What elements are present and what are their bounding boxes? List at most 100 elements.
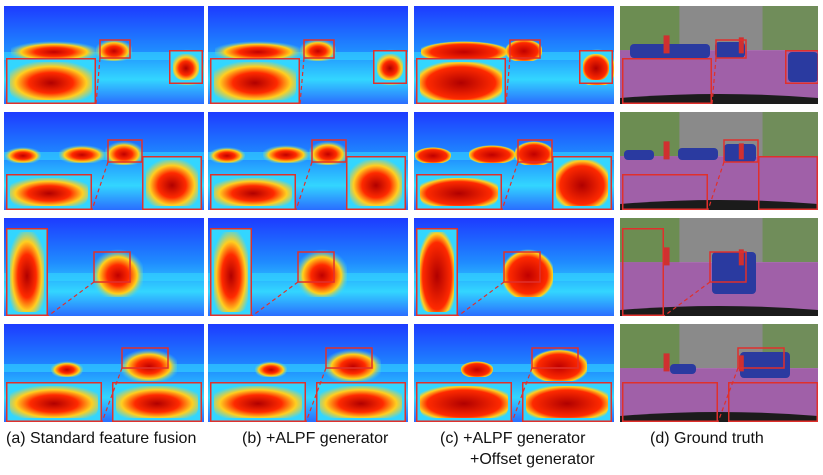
inset-activation [116, 386, 198, 418]
zoom-connector [295, 161, 313, 210]
inset-activation [214, 62, 296, 100]
zoom-connector [707, 161, 725, 210]
inset-activation [377, 54, 403, 80]
inset-frame [416, 58, 506, 104]
activation-blob [421, 41, 507, 61]
attention-heatmap-panel-r2-c2 [208, 112, 408, 210]
highlight-box [303, 39, 335, 59]
highlight-box [715, 39, 747, 59]
inset-frame [416, 228, 458, 316]
activation-blob [469, 145, 515, 163]
activation-blob [93, 249, 143, 297]
attention-heatmap-panel-r3-c3 [414, 218, 614, 316]
activation-blob [59, 145, 105, 163]
activation-blob [96, 39, 132, 61]
inset-activation [320, 386, 402, 418]
gt-car [624, 150, 654, 160]
inset-activation [10, 178, 88, 206]
highlight-box [503, 251, 541, 283]
zoom-connector [511, 367, 533, 422]
inset-frame [210, 174, 296, 210]
inset-frame [210, 382, 306, 422]
activation-blob [121, 349, 177, 381]
inset-activation [146, 160, 198, 206]
caption-alpf-generator: (b) +ALPF generator [242, 430, 389, 447]
activation-blob [309, 141, 347, 165]
inset-activation [556, 160, 608, 206]
attention-heatmap-panel-r1-c3 [414, 6, 614, 104]
zoom-connector [91, 161, 109, 210]
activation-blob [531, 349, 587, 381]
inset-frame [416, 174, 502, 210]
inset-activation [214, 386, 302, 418]
inset-activation [420, 386, 508, 418]
inset-frame [316, 382, 406, 422]
inset-frame [6, 58, 96, 104]
inset-activation [10, 386, 98, 418]
attention-heatmap-panel-r2-c1 [4, 112, 204, 210]
ground-truth-panel-r1-c4 [620, 6, 818, 104]
gt-car [670, 364, 696, 374]
activation-blob [11, 41, 97, 61]
activation-blob [5, 147, 41, 163]
zoom-connector [505, 57, 511, 104]
ground-truth-panel-r4-c4 [620, 324, 818, 422]
zoom-connector [101, 367, 123, 422]
attention-heatmap-panel-r4-c3 [414, 324, 614, 422]
inset-frame [785, 50, 818, 84]
zoom-connector [251, 281, 299, 316]
inset-frame [210, 228, 252, 316]
gt-car [712, 252, 756, 294]
highlight-box [509, 39, 541, 59]
activation-blob [503, 249, 553, 297]
ground-truth-panel-r3-c4 [620, 218, 818, 316]
inset-frame [622, 174, 708, 210]
inset-activation [10, 62, 92, 100]
inset-frame [6, 228, 48, 316]
activation-blob [297, 249, 347, 297]
highlight-box [311, 139, 347, 163]
activation-blob [515, 141, 553, 165]
gt-car [715, 42, 745, 58]
inset-activation [420, 178, 498, 206]
inset-activation [214, 178, 292, 206]
attention-heatmap-panel-r1-c1 [4, 6, 204, 104]
inset-frame [522, 382, 612, 422]
attention-heatmap-panel-r1-c2 [208, 6, 408, 104]
highlight-box [297, 251, 335, 283]
inset-frame [6, 382, 102, 422]
zoom-connector [95, 57, 101, 104]
inset-activation [214, 232, 248, 312]
gt-car [678, 148, 718, 160]
inset-frame [416, 382, 512, 422]
highlight-box [709, 251, 747, 283]
highlight-box [723, 139, 759, 163]
inset-frame [169, 50, 203, 84]
highlight-box [93, 251, 131, 283]
inset-frame [622, 382, 718, 422]
activation-blob [415, 147, 451, 163]
inset-frame [552, 156, 612, 210]
activation-blob [506, 39, 542, 61]
inset-activation [350, 160, 402, 206]
inset-frame [728, 382, 818, 422]
zoom-connector [457, 281, 505, 316]
inset-activation [420, 232, 454, 312]
highlight-box [107, 139, 143, 163]
inset-frame [622, 58, 712, 104]
inset-activation [583, 54, 609, 80]
inset-activation [173, 54, 199, 80]
inset-frame [346, 156, 406, 210]
inset-frame [210, 58, 300, 104]
activation-blob [209, 147, 245, 163]
zoom-connector [663, 281, 711, 316]
activation-blob [263, 145, 309, 163]
gt-car [630, 44, 710, 58]
attention-heatmap-panel-r4-c2 [208, 324, 408, 422]
attention-heatmap-panel-r3-c1 [4, 218, 204, 316]
activation-blob [51, 361, 83, 377]
inset-frame [6, 174, 92, 210]
caption-standard-feature-fusion: (a) Standard feature fusion [6, 430, 197, 447]
zoom-connector [47, 281, 95, 316]
caption-alpf-offset-line1: (c) +ALPF generator [440, 430, 586, 447]
